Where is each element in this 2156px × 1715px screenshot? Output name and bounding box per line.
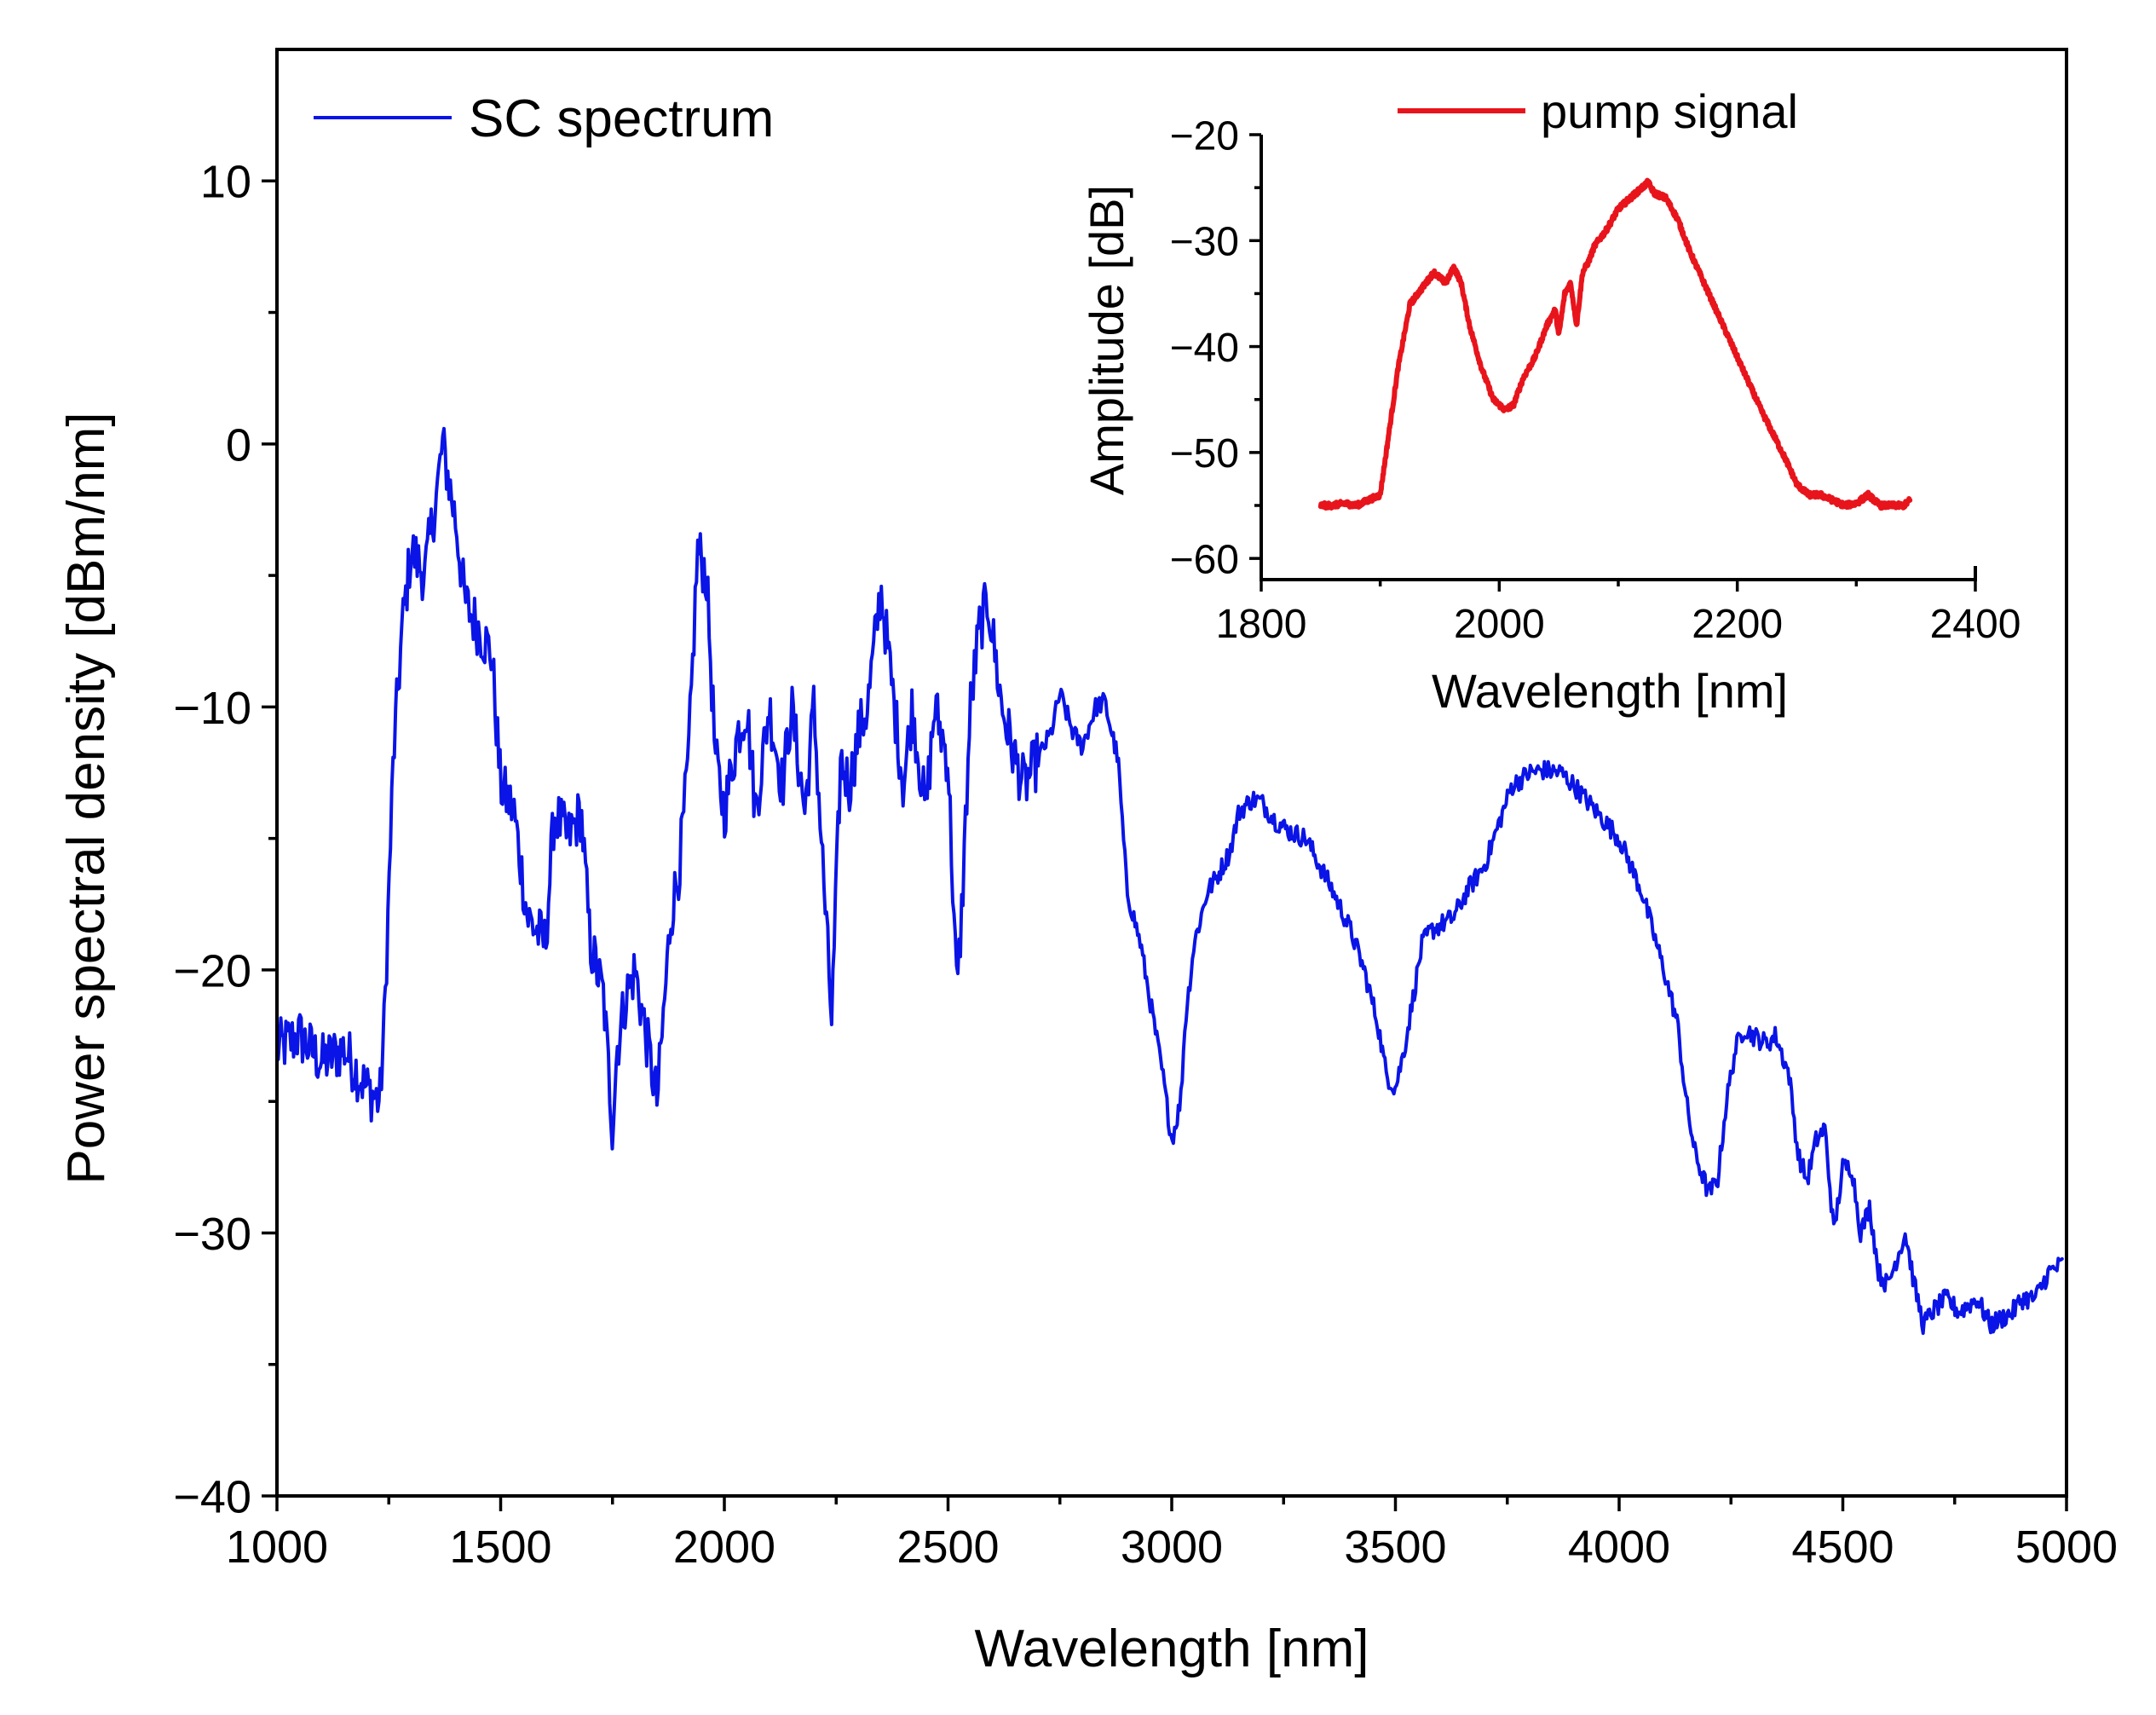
x-tick-label: 3000	[1121, 1522, 1223, 1573]
x-tick-label: 1800	[1216, 602, 1307, 647]
x-tick-label: 2000	[673, 1522, 775, 1573]
main-y-axis-title: Power spectral density [dBm/nm]	[57, 412, 116, 1184]
sc-spectrum-legend-label: SC spectrum	[469, 90, 774, 148]
main-x-axis-title: Wavelength [nm]	[975, 1620, 1369, 1678]
main-axis-ticks: 1000 1500 2000 2500 3000 3500 4000 4500 5000 −40 −…	[173, 157, 2118, 1573]
x-tick-label: 4000	[1568, 1522, 1670, 1573]
x-tick-label: 5000	[2015, 1522, 2118, 1573]
y-tick-label: 0	[226, 419, 251, 471]
y-tick-label: −30	[1170, 220, 1239, 265]
inset-axis-ticks: 1800 2000 2200 2400 −60 −50 −40 −30 −20	[1170, 113, 2021, 647]
inset-plot: 1800 2000 2200 2400 −60 −50 −40 −30 −20 Waveleng…	[1080, 84, 2021, 718]
x-tick-label: 2200	[1692, 602, 1783, 647]
pump-signal-line	[1317, 177, 1913, 511]
pump-signal-legend-label: pump signal	[1541, 84, 1798, 138]
y-tick-label: −40	[173, 1471, 251, 1522]
x-tick-label: 2400	[1930, 602, 2021, 647]
inset-y-axis-title: Amplitude [dB]	[1080, 185, 1133, 495]
x-tick-label: 1500	[449, 1522, 551, 1573]
sc-spectrum-line	[275, 426, 2064, 1336]
y-tick-label: −20	[173, 945, 251, 996]
x-tick-label: 2500	[896, 1522, 999, 1573]
y-tick-label: −10	[173, 683, 251, 734]
y-tick-label: −50	[1170, 431, 1239, 476]
x-tick-label: 3500	[1344, 1522, 1446, 1573]
inset-x-axis-title: Wavelength [nm]	[1432, 664, 1788, 718]
x-tick-label: 1000	[226, 1522, 328, 1573]
y-tick-label: −40	[1170, 326, 1239, 371]
y-tick-label: −20	[1170, 113, 1239, 159]
x-tick-label: 4500	[1791, 1522, 1894, 1573]
y-tick-label: −60	[1170, 537, 1239, 582]
y-tick-label: −30	[173, 1209, 251, 1260]
x-tick-label: 2000	[1454, 602, 1545, 647]
y-tick-label: 10	[200, 157, 251, 208]
main-plot: 1000 1500 2000 2500 3000 3500 4000 4500 5000 −40 −…	[57, 48, 2118, 1678]
